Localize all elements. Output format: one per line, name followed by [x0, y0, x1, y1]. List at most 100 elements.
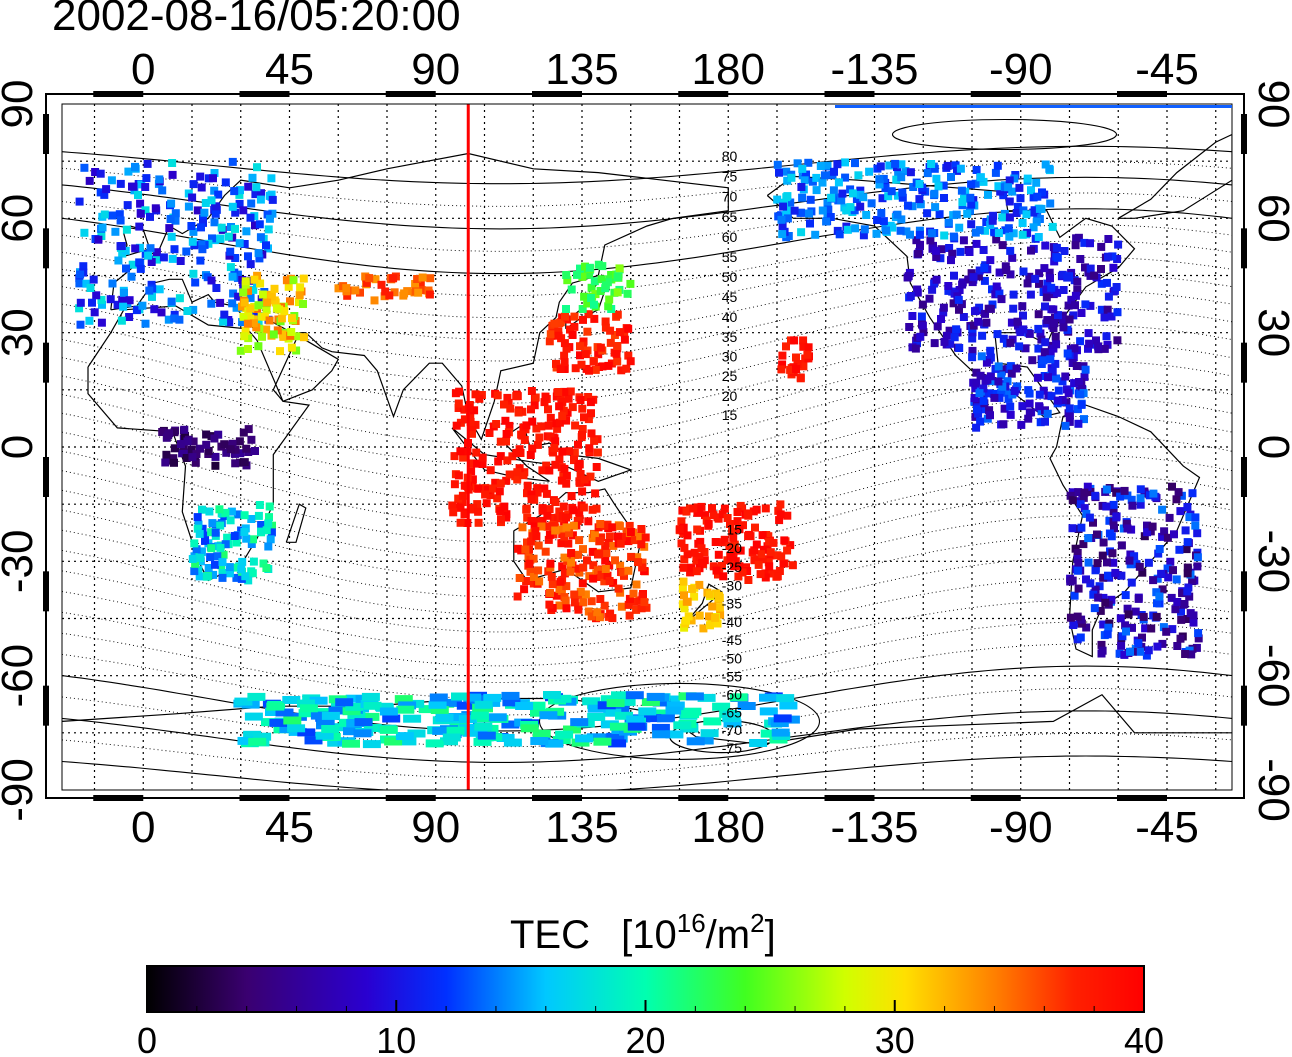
tec-pixel-europe: [97, 295, 106, 304]
tec-pixel-south-pacific: [730, 540, 739, 549]
tec-pixel-europe: [144, 251, 153, 260]
tec-pixel-se-asia: [454, 471, 463, 480]
tec-pixel-europe: [147, 258, 156, 266]
tec-pixel-mideast: [262, 325, 271, 334]
tec-pixel-se-asia: [486, 491, 495, 500]
tec-pixel-europe: [76, 320, 85, 329]
tec-pixel-australia: [556, 577, 565, 586]
tec-pixel-alaska-canada: [850, 206, 859, 215]
tec-pixel-africa-south: [205, 507, 214, 516]
tec-pixel-south-america: [1115, 649, 1124, 658]
tec-pixel-south-america: [1183, 563, 1192, 572]
tec-pixel-europe: [219, 317, 228, 326]
tec-pixel-australia: [600, 577, 609, 586]
tec-pixel-australia: [574, 550, 583, 559]
tec-pixel-north-america: [1031, 274, 1040, 283]
tec-pixel-south-america: [1074, 584, 1083, 593]
tec-pixel-alaska-canada: [872, 229, 881, 238]
colorbar-label: TEC [1016/m2]: [510, 908, 776, 957]
tec-pixel-australia: [583, 556, 591, 565]
tec-pixel-africa-south: [225, 569, 234, 578]
tec-pixel-south-america: [1105, 516, 1114, 525]
tec-pixel-east-asia: [552, 359, 560, 368]
tec-pixel-se-asia: [584, 415, 593, 424]
contour-label: -50: [722, 650, 742, 666]
tec-pixel-se-asia: [545, 466, 554, 475]
tec-pixel-alaska-canada: [1008, 187, 1017, 196]
lon-tick-bottom: 45: [265, 803, 314, 852]
tec-pixel-antarctica-coast: [650, 709, 669, 718]
tec-pixel-australia: [535, 577, 544, 586]
tec-pixel-alaska-canada: [906, 168, 915, 177]
tec-pixel-north-america: [968, 278, 977, 287]
tec-pixel-alaska-canada: [1013, 202, 1022, 211]
frame-tick-bottom: [824, 795, 875, 801]
tec-pixel-east-asia: [591, 365, 600, 374]
tec-pixel-alaska-canada: [775, 168, 783, 177]
tec-pixel-europe: [210, 169, 219, 177]
tec-pixel-north-america: [1071, 241, 1080, 250]
tec-pixel-europe: [88, 298, 96, 307]
tec-pixel-australia: [638, 558, 647, 567]
tec-pixel-europe: [116, 179, 125, 188]
tec-pixel-australia: [527, 537, 536, 546]
tec-pixel-south-america: [1165, 513, 1174, 522]
tec-pixel-south-america: [1194, 634, 1203, 643]
tec-pixel-europe: [143, 159, 152, 168]
tec-pixel-mideast: [246, 304, 255, 313]
tec-pixel-south-america: [1079, 493, 1088, 502]
tec-pixel-mideast: [240, 332, 249, 341]
tec-pixel-europe: [235, 190, 244, 199]
tec-pixel-south-america: [1123, 491, 1132, 500]
tec-pixel-north-america: [1071, 291, 1080, 300]
lat-tick-right: -30: [1249, 530, 1292, 594]
frame-tick-right: [1241, 571, 1247, 612]
tec-pixel-south-america: [1143, 521, 1151, 530]
tec-pixel-alaska-canada: [833, 160, 842, 169]
tec-pixel-north-america: [1019, 325, 1028, 334]
tec-pixel-north-america: [1006, 338, 1015, 347]
tec-pixel-central-america: [1004, 394, 1013, 403]
tec-pixel-europe: [228, 157, 237, 166]
tec-pixel-australia: [546, 589, 554, 597]
tec-pixel-south-america: [1154, 549, 1163, 558]
tec-pixel-south-pacific: [788, 561, 797, 570]
tec-pixel-africa-south: [207, 544, 216, 553]
tec-pixel-central-america: [972, 378, 981, 387]
tec-pixel-se-asia: [564, 394, 573, 403]
tec-pixel-south-america: [1153, 642, 1162, 651]
tec-pixel-north-america: [1076, 255, 1085, 263]
tec-pixel-africa-south: [193, 513, 202, 522]
tec-pixel-east-asia: [589, 357, 598, 366]
tec-pixel-europe: [228, 202, 237, 211]
tec-pixel-central-america: [976, 417, 985, 426]
tec-pixel-alaska-canada: [816, 162, 825, 170]
tec-pixel-se-asia: [454, 494, 463, 503]
tec-pixel-europe: [171, 216, 180, 225]
tec-pixel-mideast: [292, 346, 301, 355]
tec-pixel-north-america: [1073, 277, 1082, 286]
tec-pixel-africa-central: [204, 446, 213, 455]
tec-pixel-mideast: [295, 291, 304, 300]
tec-pixel-south-america: [1102, 485, 1111, 494]
tec-pixel-south-america: [1174, 488, 1183, 497]
mag-contour: [62, 307, 1232, 404]
tec-pixel-europe: [108, 279, 117, 288]
tec-pixel-antarctica-coast: [723, 719, 742, 728]
tec-pixel-central-america: [999, 420, 1008, 429]
tec-pixel-antarctica-coast: [345, 702, 364, 711]
tec-pixel-central-america: [1058, 377, 1067, 386]
mag-contour: [62, 599, 1232, 683]
tec-pixel-south-america: [1134, 639, 1143, 648]
tec-pixel-central-america: [1064, 389, 1073, 398]
tec-pixel-central-asia: [414, 288, 423, 297]
tec-pixel-antarctica-coast: [532, 729, 551, 738]
tec-pixel-central-america: [1041, 417, 1049, 426]
tec-pixel-antarctica-coast: [363, 701, 382, 710]
tec-pixel-south-america: [1176, 634, 1185, 643]
tec-pixel-south-pacific: [729, 533, 738, 542]
tec-pixel-australia: [518, 523, 527, 532]
tec-pixel-alaska-canada: [852, 195, 861, 203]
tec-pixel-south-america: [1141, 624, 1150, 633]
tec-pixel-central-asia: [380, 292, 389, 301]
